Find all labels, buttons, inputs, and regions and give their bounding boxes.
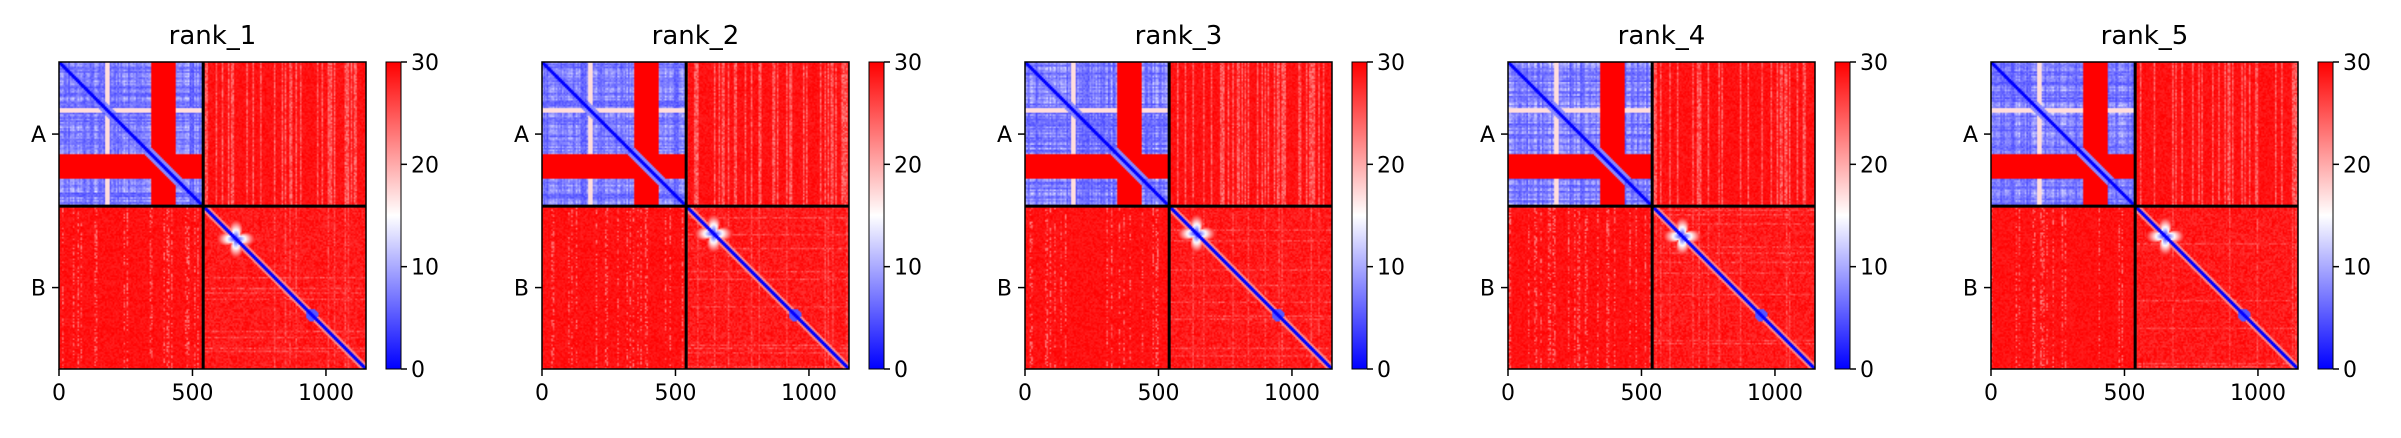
plot-frame [1507, 61, 1816, 370]
x-tick-label: 1000 [1264, 381, 1320, 406]
x-tick-label: 500 [171, 381, 213, 406]
heatmap-image [1991, 62, 2298, 369]
plot-frame [58, 61, 367, 370]
colorbar [385, 61, 402, 370]
colorbar-tick-label: 10 [1377, 256, 1405, 281]
colorbar-tick-label: 0 [1377, 358, 1391, 383]
x-tick-label: 0 [535, 381, 549, 406]
colorbar-tick-label: 30 [411, 51, 439, 76]
colorbar-tick-label: 10 [411, 256, 439, 281]
chain-label: A [31, 123, 46, 148]
chain-label: B [997, 277, 1012, 302]
colorbar-tick-label: 0 [1860, 358, 1874, 383]
chart-title: rank_4 [1618, 21, 1706, 51]
colorbar-tick-label: 20 [411, 153, 439, 178]
colorbar-tick-label: 30 [2343, 51, 2371, 76]
colorbar-tick-label: 30 [894, 51, 922, 76]
heatmap-image [1508, 62, 1815, 369]
heatmap-image [542, 62, 849, 369]
heatmap-panel: rank_1 0 500 1000 A B 0 10 20 30 [31, 21, 439, 406]
colorbar-tick-label: 20 [2343, 153, 2371, 178]
colorbar-tick-label: 20 [894, 153, 922, 178]
colorbar [868, 61, 885, 370]
colorbar-tick-label: 30 [1860, 51, 1888, 76]
plot-frame [1024, 61, 1333, 370]
colorbar-tick-label: 10 [1860, 256, 1888, 281]
x-tick-label: 0 [52, 381, 66, 406]
plot-frame [541, 61, 850, 370]
heatmap-image [1025, 62, 1332, 369]
colorbar-tick-label: 0 [411, 358, 425, 383]
chart-title: rank_2 [652, 21, 740, 51]
heatmap-panel: rank_3 0 500 1000 A B 0 10 20 30 [997, 21, 1405, 406]
chain-label: A [1963, 123, 1978, 148]
colorbar-tick-label: 0 [2343, 358, 2357, 383]
chain-label: B [514, 277, 529, 302]
heatmap-panel: rank_2 0 500 1000 A B 0 10 20 30 [514, 21, 922, 406]
colorbar-tick-label: 20 [1377, 153, 1405, 178]
colorbar [2317, 61, 2334, 370]
x-tick-label: 0 [1984, 381, 1998, 406]
colorbar [1834, 61, 1851, 370]
colorbar [1351, 61, 1368, 370]
chart-title: rank_5 [2101, 21, 2189, 51]
x-tick-label: 1000 [2230, 381, 2286, 406]
heatmap-panel: rank_4 0 500 1000 A B 0 10 20 30 [1480, 21, 1888, 406]
x-tick-label: 500 [654, 381, 696, 406]
colorbar-tick-label: 0 [894, 358, 908, 383]
colorbar-tick-label: 10 [894, 256, 922, 281]
colorbar-tick-label: 20 [1860, 153, 1888, 178]
chart-title: rank_1 [169, 21, 257, 51]
chain-label: A [514, 123, 529, 148]
chart-title: rank_3 [1135, 21, 1223, 51]
plot-frame [1990, 61, 2299, 370]
x-tick-label: 1000 [298, 381, 354, 406]
x-tick-label: 0 [1018, 381, 1032, 406]
chain-label: B [1480, 277, 1495, 302]
x-tick-label: 500 [1137, 381, 1179, 406]
x-tick-label: 500 [1620, 381, 1662, 406]
x-tick-label: 1000 [1747, 381, 1803, 406]
chain-label: B [31, 277, 46, 302]
colorbar-tick-label: 30 [1377, 51, 1405, 76]
heatmap-panel: rank_5 0 500 1000 A B 0 10 20 30 [1963, 21, 2371, 406]
chain-label: B [1963, 277, 1978, 302]
x-tick-label: 1000 [781, 381, 837, 406]
heatmap-image [59, 62, 366, 369]
chain-label: A [997, 123, 1012, 148]
x-tick-label: 0 [1501, 381, 1515, 406]
x-tick-label: 500 [2103, 381, 2145, 406]
chain-label: A [1480, 123, 1495, 148]
colorbar-tick-label: 10 [2343, 256, 2371, 281]
